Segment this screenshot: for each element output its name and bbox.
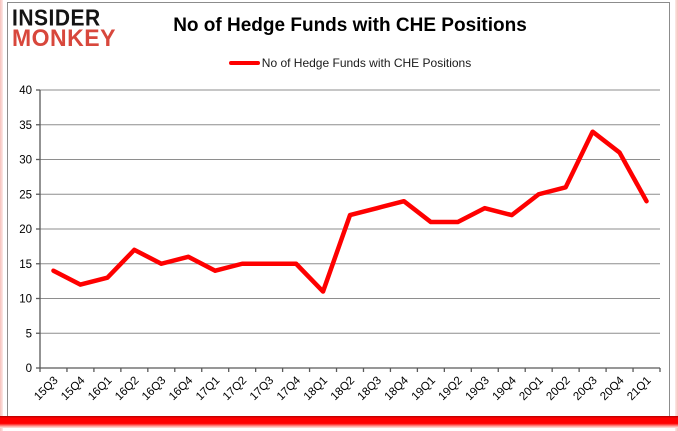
insider-monkey-logo: INSIDER MONKEY (12, 5, 116, 52)
x-axis-category-label: 17Q2 (221, 375, 249, 403)
y-axis-tick-label: 25 (19, 189, 32, 201)
x-axis-category-label: 19Q1 (410, 375, 438, 403)
y-axis-tick-label: 15 (19, 259, 32, 271)
x-axis-category-label: 21Q1 (625, 375, 653, 403)
x-axis-category-label: 18Q3 (356, 375, 384, 403)
x-axis-category-label: 16Q3 (140, 375, 168, 403)
x-axis-category-label: 15Q3 (32, 375, 60, 403)
logo-word-monkey: MONKEY (12, 24, 116, 52)
y-axis-tick-label: 20 (19, 224, 32, 236)
legend-line-marker (228, 61, 260, 65)
x-axis-category-label: 16Q4 (167, 374, 196, 403)
x-axis-category-label: 17Q1 (194, 375, 222, 403)
x-axis-category-label: 20Q4 (598, 374, 627, 403)
x-axis-category-label: 19Q2 (437, 375, 465, 403)
logo-word-insider: INSIDER (12, 5, 101, 31)
x-axis-category-label: 19Q3 (464, 375, 492, 403)
y-axis-tick-label: 30 (19, 155, 32, 167)
x-axis-category-label: 16Q1 (86, 375, 114, 403)
x-axis-category-label: 20Q2 (544, 375, 572, 403)
chart-title: No of Hedge Funds with CHE Positions (173, 15, 527, 36)
right-edge-accent (675, 0, 678, 431)
y-axis-tick-label: 35 (19, 120, 32, 132)
x-axis-category-label: 18Q4 (383, 374, 412, 403)
bottom-red-bar (0, 416, 678, 428)
x-axis-category-label: 15Q4 (59, 374, 88, 403)
y-axis-tick-label: 40 (19, 85, 32, 97)
x-axis-category-label: 20Q1 (517, 375, 545, 403)
x-axis-category-label: 20Q3 (571, 375, 599, 403)
x-axis-category-label: 17Q3 (248, 375, 276, 403)
legend-label: No of Hedge Funds with CHE Positions (261, 56, 472, 70)
y-axis-tick-label: 0 (26, 363, 32, 375)
x-axis-category-label: 18Q1 (302, 375, 330, 403)
chart-legend: No of Hedge Funds with CHE Positions (40, 56, 660, 70)
x-axis-category-label: 19Q4 (490, 374, 519, 403)
x-axis-category-label: 18Q2 (329, 375, 357, 403)
y-axis-tick-label: 5 (26, 328, 32, 340)
y-axis-tick-label: 10 (19, 294, 32, 306)
series-line (51, 129, 649, 294)
chart-box (7, 2, 670, 418)
x-axis-category-label: 16Q2 (113, 375, 141, 403)
left-edge-accent (0, 0, 3, 431)
x-axis-category-label: 17Q4 (275, 374, 304, 403)
